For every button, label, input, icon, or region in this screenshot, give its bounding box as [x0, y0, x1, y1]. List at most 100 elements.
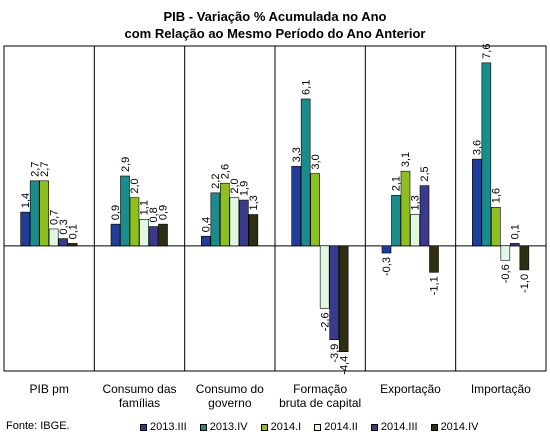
bar [310, 173, 320, 247]
legend-item: 2014.II [314, 421, 358, 433]
bar [148, 226, 159, 247]
data-label: 3,0 [310, 154, 322, 169]
bar [491, 206, 501, 247]
bar [139, 219, 149, 247]
source-note: Fonte: IBGE. [6, 420, 70, 432]
data-label: -0,3 [381, 257, 393, 276]
data-label: -0,6 [500, 264, 512, 283]
bar [391, 194, 401, 247]
data-label: -1,1 [429, 276, 441, 295]
data-label: 1,9 [239, 181, 251, 196]
chart-title-line-1: PIB - Variação % Acumulada no Ano [163, 9, 387, 24]
legend-swatch [314, 423, 322, 431]
data-label: 2,7 [29, 162, 41, 177]
legend-label: 2013.III [150, 421, 187, 433]
data-label: 0,7 [48, 210, 60, 225]
legend-item: 2014.III [370, 421, 418, 433]
data-label: 2,6 [220, 164, 232, 179]
legend-item: 2014.IV [430, 421, 479, 433]
bar [248, 214, 259, 247]
bar [58, 238, 68, 247]
legend-label: 2013.IV [209, 421, 248, 433]
data-label: 3,3 [291, 147, 303, 162]
bar [210, 192, 221, 247]
bar [381, 245, 392, 254]
category-label: Exportação [380, 382, 441, 396]
bar [519, 245, 530, 271]
data-label: 7,6 [481, 44, 493, 59]
category-label: governo [208, 396, 252, 410]
bar [472, 158, 482, 247]
legend-item: 2014.I [260, 421, 302, 433]
bar [20, 211, 30, 247]
bar [319, 245, 330, 309]
bar [429, 245, 439, 273]
bar [120, 175, 130, 247]
category-label: Consumo das [102, 382, 176, 396]
data-label: 0,4 [201, 217, 213, 232]
bar [510, 243, 520, 247]
bar [239, 199, 249, 247]
data-label: 1,3 [248, 195, 260, 210]
legend-swatch [430, 423, 438, 431]
bar [201, 235, 211, 247]
category-label: Consumo do [196, 382, 264, 396]
data-label: 3,6 [472, 140, 484, 155]
bar [300, 98, 311, 247]
legend-swatch [260, 423, 268, 431]
legend-item: 2013.III [140, 421, 187, 433]
bar [500, 245, 511, 261]
data-label: 1,3 [410, 195, 422, 210]
bar [229, 197, 240, 247]
legend-label: 2014.III [380, 421, 418, 433]
bar [291, 166, 301, 247]
bar [419, 185, 430, 247]
data-label: -3,9 [329, 344, 341, 363]
data-label: 1,4 [20, 193, 32, 208]
bar [29, 180, 40, 247]
data-label: 2,7 [39, 162, 51, 177]
category-label: bruta de capital [279, 396, 361, 410]
legend-label: 2014.I [270, 421, 302, 433]
bar [39, 180, 49, 247]
bar [220, 182, 230, 247]
category-label: Importação [471, 382, 531, 396]
category-label: PIB pm [29, 382, 68, 396]
bar [158, 223, 168, 247]
category-label: famílias [119, 396, 160, 410]
bar [110, 223, 121, 247]
data-label: 2,1 [391, 176, 403, 191]
bar [338, 245, 349, 353]
data-label: 0,9 [110, 205, 122, 220]
data-label: 2,5 [419, 166, 431, 181]
data-label: 0,8 [148, 207, 160, 222]
data-label: 6,1 [300, 80, 312, 95]
chart-title-line-2: com Relação ao Mesmo Período do Ano Ante… [124, 26, 426, 41]
bar [67, 243, 78, 247]
data-label: 2,2 [210, 174, 222, 189]
data-label: 2,0 [129, 178, 141, 193]
data-label: -4,4 [338, 356, 350, 375]
data-label: 2,0 [229, 178, 241, 193]
data-label: 1,1 [139, 200, 151, 215]
bar [410, 214, 420, 247]
data-label: 1,6 [491, 188, 503, 203]
legend-label: 2014.II [324, 421, 358, 433]
data-label: 0,9 [158, 205, 170, 220]
legend-item: 2013.IV [199, 421, 248, 433]
data-label: -1,0 [519, 274, 531, 293]
bar [48, 228, 59, 247]
bar [481, 62, 492, 247]
data-label: 0,1 [67, 224, 79, 239]
category-label: Formação [293, 382, 347, 396]
legend-swatch [370, 423, 378, 431]
data-label: 3,1 [400, 152, 412, 167]
legend-label: 2014.IV [440, 421, 479, 433]
data-label: 0,1 [510, 224, 522, 239]
chart-legend: 2013.III 2013.IV 2014.I 2014.II 2014.III 2014… [140, 421, 491, 433]
data-label: 2,9 [120, 157, 132, 172]
bar [129, 197, 140, 247]
bar [329, 245, 339, 341]
data-label: -2,6 [319, 312, 331, 331]
